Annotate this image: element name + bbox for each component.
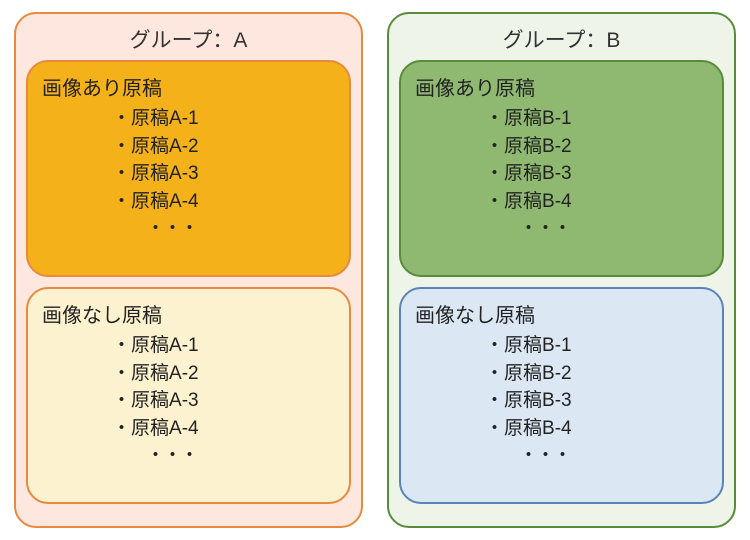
- group-panel-b: グループ：B 画像あり原稿 原稿B-1 原稿B-2 原稿B-3 原稿B-4 ・・…: [387, 12, 736, 528]
- list-item: 原稿A-1: [112, 332, 335, 360]
- list-item: 原稿B-4: [485, 415, 708, 443]
- section-without-image: 画像なし原稿 原稿B-1 原稿B-2 原稿B-3 原稿B-4 ・・・: [399, 287, 724, 504]
- list-item: 原稿A-3: [112, 387, 335, 415]
- group-title: グループ：A: [26, 22, 351, 60]
- list-item: 原稿A-1: [112, 105, 335, 133]
- section-heading: 画像あり原稿: [42, 72, 335, 101]
- ellipsis: ・・・: [112, 442, 335, 470]
- item-list: 原稿A-1 原稿A-2 原稿A-3 原稿A-4 ・・・: [42, 105, 335, 243]
- list-item: 原稿B-1: [485, 105, 708, 133]
- section-without-image: 画像なし原稿 原稿A-1 原稿A-2 原稿A-3 原稿A-4 ・・・: [26, 287, 351, 504]
- section-with-image: 画像あり原稿 原稿B-1 原稿B-2 原稿B-3 原稿B-4 ・・・: [399, 60, 724, 277]
- list-item: 原稿A-3: [112, 160, 335, 188]
- ellipsis: ・・・: [485, 442, 708, 470]
- list-item: 原稿A-2: [112, 360, 335, 388]
- list-item: 原稿B-2: [485, 360, 708, 388]
- list-item: 原稿B-3: [485, 387, 708, 415]
- section-heading: 画像なし原稿: [42, 299, 335, 328]
- ellipsis: ・・・: [485, 215, 708, 243]
- section-with-image: 画像あり原稿 原稿A-1 原稿A-2 原稿A-3 原稿A-4 ・・・: [26, 60, 351, 277]
- list-item: 原稿B-4: [485, 188, 708, 216]
- group-panel-a: グループ：A 画像あり原稿 原稿A-1 原稿A-2 原稿A-3 原稿A-4 ・・…: [14, 12, 363, 528]
- item-list: 原稿B-1 原稿B-2 原稿B-3 原稿B-4 ・・・: [415, 105, 708, 243]
- list-item: 原稿A-4: [112, 415, 335, 443]
- item-list: 原稿A-1 原稿A-2 原稿A-3 原稿A-4 ・・・: [42, 332, 335, 470]
- list-item: 原稿B-1: [485, 332, 708, 360]
- section-heading: 画像あり原稿: [415, 72, 708, 101]
- list-item: 原稿B-2: [485, 133, 708, 161]
- item-list: 原稿B-1 原稿B-2 原稿B-3 原稿B-4 ・・・: [415, 332, 708, 470]
- list-item: 原稿A-2: [112, 133, 335, 161]
- list-item: 原稿B-3: [485, 160, 708, 188]
- group-title: グループ：B: [399, 22, 724, 60]
- list-item: 原稿A-4: [112, 188, 335, 216]
- section-heading: 画像なし原稿: [415, 299, 708, 328]
- ellipsis: ・・・: [112, 215, 335, 243]
